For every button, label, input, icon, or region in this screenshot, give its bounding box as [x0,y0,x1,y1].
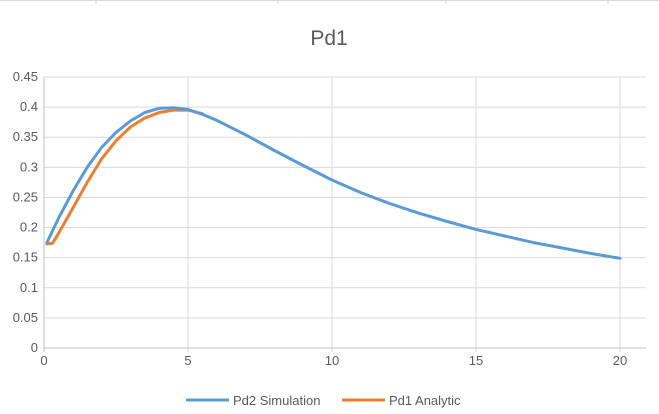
y-tick-label-2: 0.1 [20,280,38,295]
y-tick-label-0: 0 [31,340,38,355]
y-tick-label-7: 0.35 [13,129,38,144]
legend-label-pd1-analytic: Pd1 Analytic [389,393,461,408]
legend: Pd2 Simulation Pd1 Analytic [186,393,461,408]
x-tick-label-0: 0 [40,353,47,368]
grid-layer [43,76,646,352]
y-tick-label-6: 0.3 [20,159,38,174]
top-border [0,0,659,4]
x-tick-label-2: 10 [325,353,339,368]
y-tick-label-1: 0.05 [13,310,38,325]
series-line-pd1-analytic [45,108,204,246]
series-line-pd2-simulation [45,106,622,260]
chart-title: Pd1 [310,27,347,50]
series-layer [45,106,622,260]
y-tick-label-3: 0.15 [13,250,38,265]
y-tick-label-5: 0.25 [13,189,38,204]
x-tick-label-3: 15 [469,353,483,368]
y-tick-label-4: 0.2 [20,220,38,235]
x-tick-label-4: 20 [613,353,627,368]
x-tick-label-1: 5 [184,353,191,368]
tick-labels: 0 0.05 0.1 0.15 0.2 0.25 0.3 0.35 0.4 0.45 0 5 10 15 2… [13,69,628,368]
y-tick-label-8: 0.4 [20,99,38,114]
legend-label-pd2-simulation: Pd2 Simulation [233,393,320,408]
y-tick-label-9: 0.45 [13,69,38,84]
